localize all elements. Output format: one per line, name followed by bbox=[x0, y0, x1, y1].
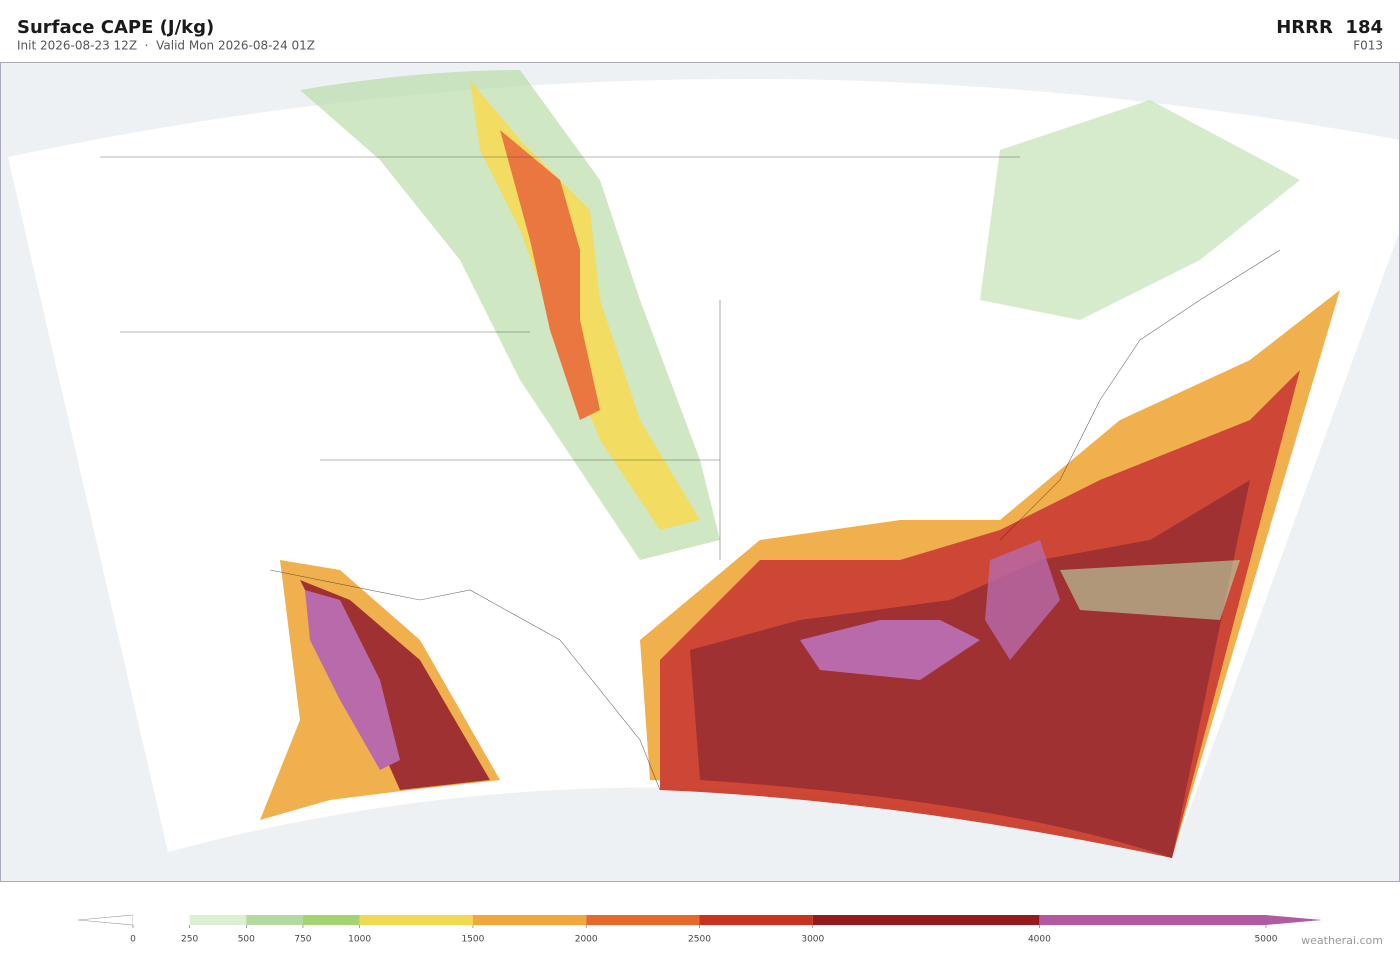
colorbar-bin bbox=[302, 915, 360, 925]
forecast-hour: F013 bbox=[1353, 39, 1383, 53]
colorbar-tick-label: 4000 bbox=[1028, 935, 1051, 945]
colorbar-tick-label: 2500 bbox=[688, 935, 711, 945]
colorbar-bin bbox=[812, 915, 1040, 925]
cape-field bbox=[260, 70, 1340, 858]
colorbar-tick-label: 500 bbox=[238, 935, 255, 945]
colorbar-bin bbox=[586, 915, 700, 925]
colorbar-tick-label: 750 bbox=[294, 935, 311, 945]
colorbar-tick-label: 1000 bbox=[348, 935, 371, 945]
model-label: HRRR 184 bbox=[1276, 17, 1383, 38]
colorbar-tick-label: 2000 bbox=[575, 935, 598, 945]
colorbar-tick-label: 3000 bbox=[801, 935, 824, 945]
colorbar-bin bbox=[1039, 915, 1266, 925]
colorbar-bin bbox=[189, 915, 247, 925]
credit: weatherai.com bbox=[1301, 934, 1383, 947]
colorbar-bin bbox=[472, 915, 587, 925]
boundaries bbox=[100, 156, 1281, 791]
map-title: Surface CAPE (J/kg) bbox=[17, 17, 214, 38]
colorbar-tick-label: 5000 bbox=[1255, 935, 1278, 945]
colorbar: 0 250 500 750 1000 1500 2000 2500 3000 4000 5000 bbox=[77, 914, 1322, 945]
colorbar-extend-low bbox=[77, 914, 134, 926]
colorbar-bin bbox=[699, 915, 813, 925]
colorbar-bin bbox=[133, 915, 190, 925]
colorbar-extend-high bbox=[1266, 915, 1322, 925]
colorbar-tick-label: 250 bbox=[181, 935, 198, 945]
colorbar-tick-label: 0 bbox=[130, 935, 136, 945]
map-subtitle: Init 2026-08-23 12Z · Valid Mon 2026-08-… bbox=[17, 39, 315, 53]
map bbox=[0, 62, 1400, 882]
colorbar-bin bbox=[359, 915, 473, 925]
colorbar-tick-label: 1500 bbox=[461, 935, 484, 945]
colorbar-bin bbox=[246, 915, 303, 925]
